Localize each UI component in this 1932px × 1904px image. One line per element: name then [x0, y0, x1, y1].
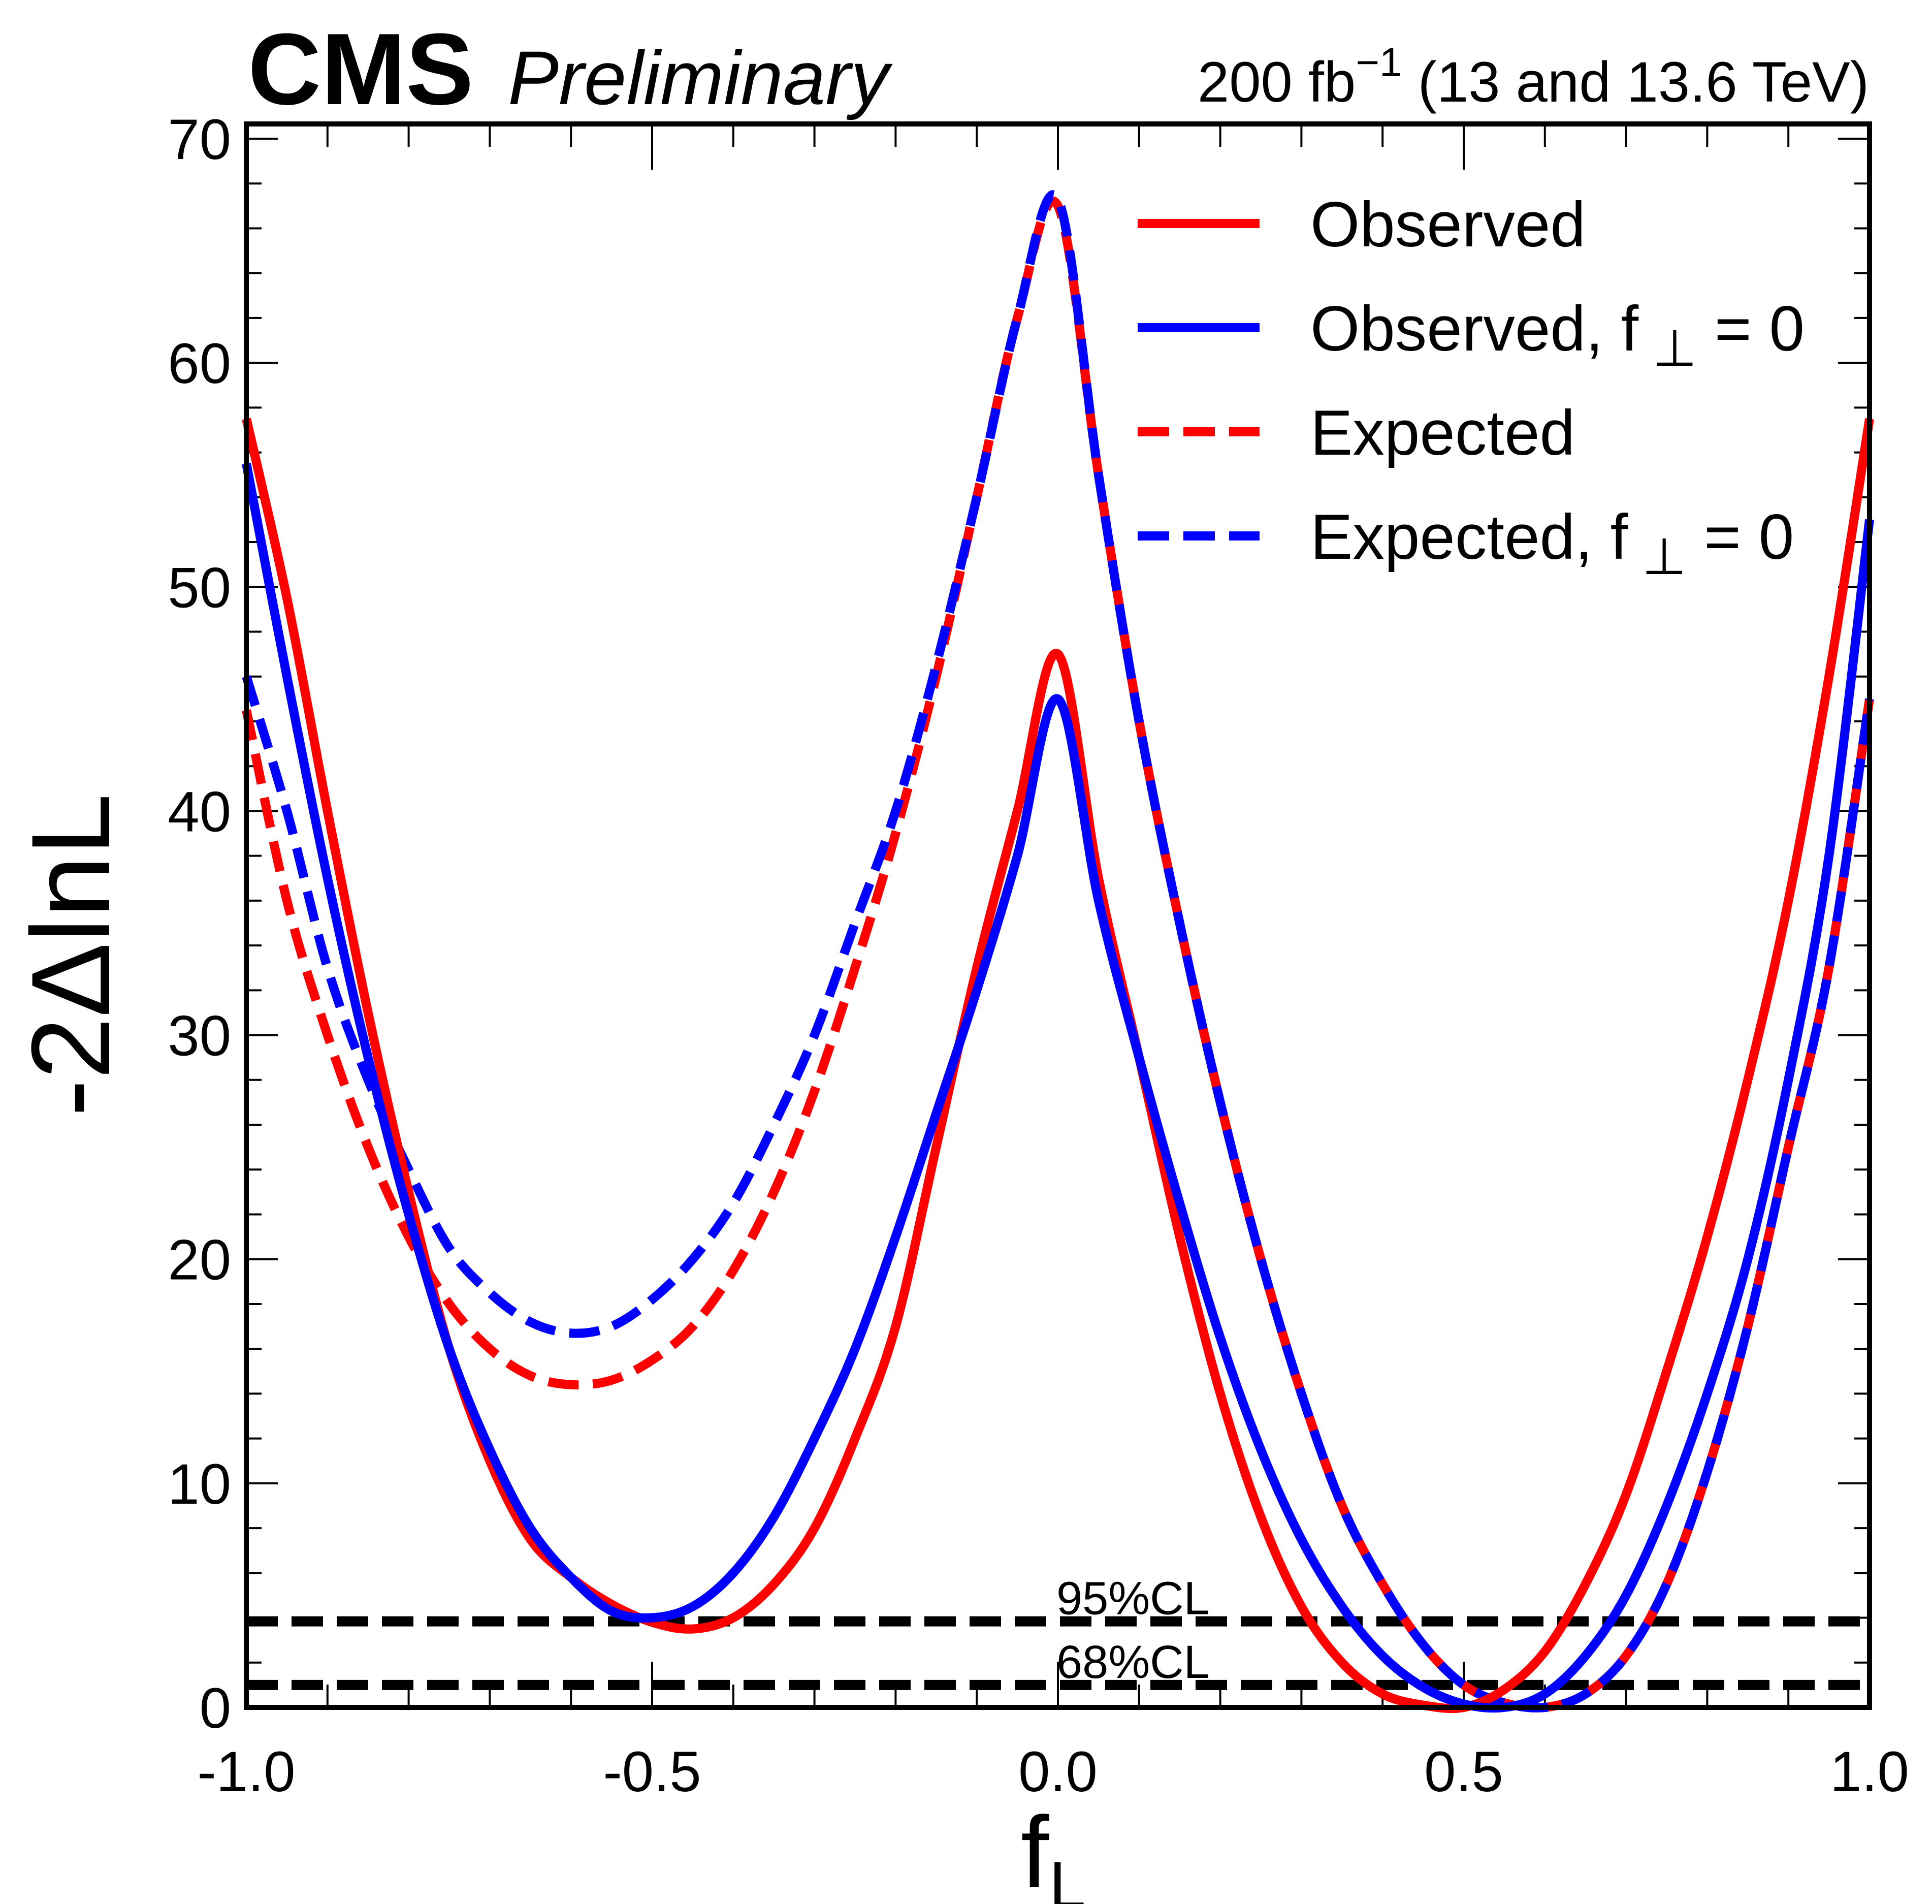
y-tick-label: 30 — [168, 1004, 231, 1068]
legend-label: Expected — [1310, 398, 1575, 468]
x-tick-label: 0.5 — [1424, 1740, 1503, 1803]
luminosity-label: 200 fb−1 (13 and 13.6 TeV) — [1198, 40, 1869, 114]
y-tick-label: 0 — [200, 1676, 231, 1740]
y-tick-label: 10 — [168, 1452, 231, 1516]
y-tick-label: 20 — [168, 1228, 231, 1292]
legend-label: Observed — [1310, 189, 1586, 260]
curve-observed-f-0 — [242, 463, 1874, 1713]
x-tick-label: 0.0 — [1018, 1740, 1098, 1803]
axis-tick-labels: -1.0 -0.5 0.0 0.5 1.0 0 10 20 30 40 50 60 70 — [168, 108, 1909, 1803]
legend: Observed Observed, f ⊥ = 0 Expected Expecte… — [1138, 189, 1805, 585]
y-axis-title: -2ΔlnL — [8, 794, 133, 1117]
x-axis-title: fL — [1021, 1796, 1086, 1904]
y-tick-label: 60 — [168, 332, 231, 395]
plot-frame — [244, 121, 1872, 1710]
y-tick-label: 40 — [168, 780, 231, 843]
cl-label: 95%CL — [1056, 1573, 1210, 1625]
confidence-level-lines: 95%CL 68%CL — [246, 1573, 1870, 1690]
curve-expected-f-0 — [242, 190, 1874, 1712]
y-tick-label: 70 — [168, 108, 231, 171]
y-tick-label: 50 — [168, 556, 231, 619]
x-tick-label: -1.0 — [198, 1740, 296, 1803]
x-tick-label: -0.5 — [603, 1740, 701, 1803]
x-tick-label: 1.0 — [1830, 1740, 1909, 1803]
legend-label: Observed, f ⊥ = 0 — [1310, 294, 1805, 377]
experiment-label: CMS — [248, 13, 473, 126]
curve-expected — [242, 197, 1874, 1712]
curve-observed — [242, 418, 1874, 1713]
legend-label: Expected, f ⊥ = 0 — [1310, 502, 1794, 585]
status-label: Preliminary — [508, 35, 893, 120]
series-curves — [242, 190, 1874, 1713]
cl-label: 68%CL — [1056, 1636, 1210, 1688]
